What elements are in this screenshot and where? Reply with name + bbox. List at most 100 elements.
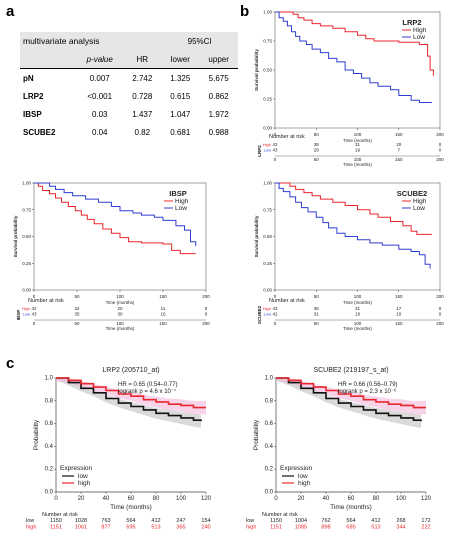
- km-ibsp-risk-value: 43: [31, 312, 37, 317]
- km-scube2-y-tick-label: 0.00: [263, 288, 272, 293]
- kmplot-lrp2-risk-value: 877: [101, 525, 110, 531]
- kmplot-lrp2-risk-value: 240: [201, 525, 210, 531]
- kmplot-scube2-risk-row-name: low: [246, 518, 254, 524]
- kmplot-scube2-risk-value: 513: [371, 525, 380, 531]
- table-cell: <0.001: [87, 91, 113, 101]
- km-ibsp-risk-side-label: IBSP: [16, 310, 21, 321]
- kmplot-lrp2-x-tick-label: 80: [153, 496, 160, 502]
- km-lrp2-risk-value: 42: [272, 142, 278, 147]
- km-ibsp-x-tick-label: 150: [159, 294, 167, 299]
- kmplot-scube2-y-axis-label: Probability: [253, 419, 260, 450]
- km-lrp2-risk-value: 20: [396, 142, 402, 147]
- km-scube2-legend-label-High: High: [413, 198, 427, 205]
- kmplot-lrp2-y-tick-label: 0.8: [45, 398, 54, 404]
- km-lrp2-risk-value: 19: [355, 148, 361, 153]
- km-lrp2-y-tick-label: 0.50: [263, 68, 272, 73]
- kmplot-scube2-x-tick-label: 100: [396, 496, 407, 502]
- kmplot-scube2-annotation-hr: HR = 0.66 (0.56–0.79): [338, 382, 398, 388]
- km-lrp2-risk-axis-label: 50: [314, 157, 320, 162]
- km-scube2-risk-value: 43: [272, 306, 278, 311]
- km-scube2-y-tick-label: 1.00: [263, 181, 272, 186]
- km-lrp2-risk-axis-label: 150: [395, 157, 403, 162]
- km-scube2-risk-value: 0: [439, 312, 442, 317]
- kmplot-scube2-risk-value: 695: [346, 525, 355, 531]
- table-row-name: IBSP: [23, 109, 42, 119]
- table-cell: 1.047: [170, 109, 191, 119]
- km-lrp2-x-tick-label: 150: [395, 132, 403, 137]
- table-row: SCUBE2 0.04 0.82 0.681 0.988: [20, 123, 238, 141]
- km-scube2-series-Low: [275, 182, 431, 269]
- kmplot-lrp2-x-tick-label: 40: [103, 496, 110, 502]
- km-ibsp-risk-value: 30: [117, 312, 123, 317]
- km-scube2-risk-row-name: High: [263, 306, 271, 311]
- km-ibsp-y-tick-label: 0.75: [22, 207, 31, 212]
- table-cell: 1.972: [208, 109, 229, 119]
- table-cell: 0.988: [208, 127, 229, 137]
- km-scube2-risk-value: 31: [355, 306, 361, 311]
- km-lrp2-x-tick-label: 50: [314, 132, 320, 137]
- km-ibsp-risk-value: 0: [205, 306, 208, 311]
- km-lrp2-y-tick-label: 1.00: [263, 10, 272, 15]
- kmplot-lrp2-legend-title: Expression: [60, 465, 93, 472]
- kmplot-scube2-risk-value: 564: [346, 518, 355, 524]
- km-lrp2-y-tick-label: 0.25: [263, 97, 272, 102]
- table-ci-header: 95%CI: [161, 32, 238, 50]
- kmplot-scube2-risk-value: 268: [396, 518, 405, 524]
- kmplot-lrp2-series-high: [56, 377, 206, 409]
- km-ibsp-x-tick-label: 0: [33, 294, 36, 299]
- km-scube2-risk-axis-label: 100: [354, 321, 362, 326]
- km-scube2-risk-title: Number at risk: [269, 298, 305, 304]
- kmplot-lrp2-x-tick-label: 0: [54, 496, 58, 502]
- km-lrp2-x-axis-label: Time (months): [343, 138, 372, 143]
- km-lrp2-legend-label-High: High: [413, 27, 427, 34]
- kmplot-lrp2-annotation-hr: HR = 0.65 (0.54–0.77): [118, 382, 178, 388]
- km-lrp2-risk-value: 31: [355, 142, 361, 147]
- kmplot-scube2-risk-value: 412: [371, 518, 380, 524]
- km-ibsp-y-tick-label: 0.25: [22, 261, 31, 266]
- kmplot-lrp2-risk-title: Number at risk: [42, 512, 78, 518]
- km-scube2-risk-axis-label: 150: [395, 321, 403, 326]
- kmplot-lrp2-y-tick-label: 0.0: [45, 490, 54, 496]
- table-cell: 0.04: [91, 127, 108, 137]
- kmplot-scube2-x-tick-label: 0: [274, 496, 278, 502]
- km-scube2-y-tick-label: 0.75: [263, 207, 272, 212]
- kmplot-lrp2-x-tick-label: 100: [176, 496, 187, 502]
- km-scube2-y-tick-label: 0.25: [263, 261, 272, 266]
- km-ibsp-title: IBSP: [169, 189, 187, 198]
- km-ibsp-x-tick-label: 50: [74, 294, 80, 299]
- table-row: pN 0.007 2.742 1.325 5.675: [20, 69, 238, 88]
- kmplot-lrp2-risk-value: 564: [126, 518, 135, 524]
- km-ibsp-y-axis-label: Survival probability: [13, 215, 18, 257]
- km-scube2-risk-value: 0: [439, 306, 442, 311]
- km-ibsp-risk-value: 32: [74, 306, 80, 311]
- kmplot-lrp2-risk-value: 1061: [75, 525, 87, 531]
- kmplot-scube2-x-tick-label: 40: [323, 496, 330, 502]
- kmplot-lrp2-title: LRP2 (205710_at): [102, 367, 159, 374]
- km-scube2-risk-value: 19: [355, 312, 361, 317]
- kmplot-lrp2-y-tick-label: 1.0: [45, 376, 54, 382]
- km-lrp2-y-tick-label: 0.75: [263, 39, 272, 44]
- km-lrp2-risk-value: 0: [439, 148, 442, 153]
- kmplot-lrp2-x-tick-label: 20: [78, 496, 85, 502]
- panel-label-a: a: [6, 3, 15, 20]
- kmplot-lrp2-legend-label-high: high: [78, 480, 91, 487]
- kmplot-scube2-series-high: [276, 377, 426, 409]
- kmplot-lrp2-series-low: [56, 377, 202, 422]
- kmplot-scube2-risk-value: 1150: [270, 518, 282, 524]
- km-scube2-risk-value: 17: [396, 306, 402, 311]
- table-cell: 0.82: [134, 127, 151, 137]
- kmplot-scube2-x-tick-label: 60: [348, 496, 355, 502]
- km-lrp2-x-tick-label: 100: [354, 132, 362, 137]
- km-ibsp-legend-label-Low: Low: [175, 205, 187, 212]
- km-scube2-risk-axis-label: 0: [274, 321, 277, 326]
- km-lrp2-risk-value: 0: [439, 142, 442, 147]
- km-lrp2-risk-axis-title: Time (months): [343, 162, 372, 167]
- km-ibsp-x-tick-label: 100: [116, 294, 124, 299]
- kmplot-scube2-y-tick-label: 0.0: [265, 490, 274, 496]
- km-ibsp-legend-label-High: High: [175, 198, 189, 205]
- kmplot-scube2-risk-value: 172: [421, 518, 430, 524]
- table-row: LRP2 <0.001 0.728 0.615 0.862: [20, 87, 238, 105]
- km-scube2-risk-axis-title: Time (months): [343, 326, 372, 331]
- multivariate-table: multivariate analysis 95%CI p-value HR l…: [20, 32, 238, 141]
